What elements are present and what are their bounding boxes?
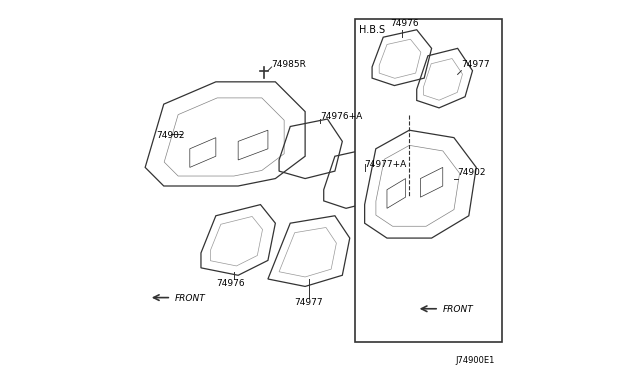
Text: 74977: 74977	[461, 60, 490, 69]
FancyBboxPatch shape	[355, 19, 502, 342]
Text: H.B.S: H.B.S	[359, 25, 385, 35]
Text: J74900E1: J74900E1	[456, 356, 495, 365]
Text: FRONT: FRONT	[175, 294, 205, 303]
Text: 74985R: 74985R	[271, 60, 307, 69]
Text: 74976: 74976	[390, 19, 419, 28]
Text: 74976: 74976	[216, 279, 244, 288]
Text: 74902: 74902	[458, 168, 486, 177]
Text: 74977+A: 74977+A	[365, 160, 407, 169]
Text: 74902: 74902	[156, 131, 185, 140]
Text: FRONT: FRONT	[443, 305, 474, 314]
Text: 74977: 74977	[294, 298, 323, 307]
Text: 74976+A: 74976+A	[320, 112, 362, 121]
